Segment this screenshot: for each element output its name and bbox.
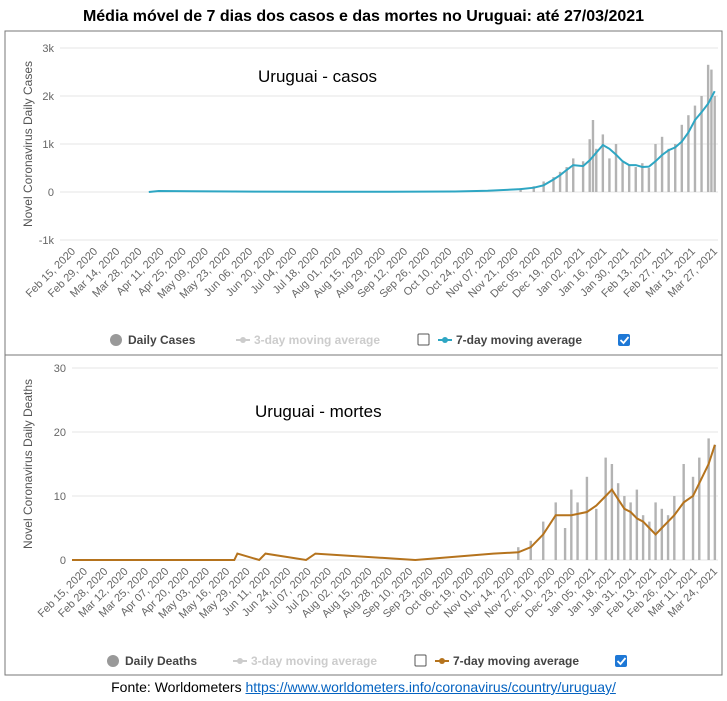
daily-bar xyxy=(682,464,685,560)
legend-daily-marker xyxy=(110,334,122,346)
daily-bar xyxy=(680,124,684,192)
moving-average-line xyxy=(72,444,716,562)
daily-bar xyxy=(576,502,579,560)
daily-bar xyxy=(647,168,651,192)
legend-ma7-label: 7-day moving average xyxy=(456,333,582,347)
daily-bar xyxy=(608,158,611,192)
daily-bar xyxy=(641,163,644,192)
legend-daily-marker xyxy=(107,655,119,667)
y-tick-label: 10 xyxy=(54,491,66,503)
legend-daily-label: Daily Cases xyxy=(128,333,196,347)
daily-bar xyxy=(517,547,520,560)
daily-bar xyxy=(693,105,697,192)
chart-annotation: Uruguai - mortes xyxy=(255,402,382,421)
check-icon xyxy=(616,657,627,666)
daily-bar xyxy=(674,144,677,192)
daily-bar xyxy=(707,438,710,560)
daily-bar xyxy=(641,515,645,560)
daily-bar xyxy=(552,177,555,192)
legend-ma7-marker xyxy=(439,658,445,664)
daily-bar xyxy=(654,144,657,192)
daily-bar xyxy=(660,136,664,192)
y-tick-label: 20 xyxy=(54,427,66,439)
legend-ma3-checkbox[interactable] xyxy=(414,654,427,667)
daily-bar xyxy=(713,96,716,192)
daily-bar xyxy=(635,489,639,560)
daily-bar xyxy=(529,540,532,560)
daily-bar xyxy=(700,96,703,192)
source-line: Fonte: Worldometers https://www.worldome… xyxy=(0,679,727,695)
source-label: Fonte: Worldometers xyxy=(111,679,242,695)
legend-ma3-label: 3-day moving average xyxy=(254,333,380,347)
y-tick-label: 3k xyxy=(42,43,54,55)
daily-bar xyxy=(601,134,605,192)
daily-bar xyxy=(554,502,557,560)
chart-annotation: Uruguai - casos xyxy=(258,67,377,86)
daily-bar xyxy=(614,144,618,192)
legend-ma3-label: 3-day moving average xyxy=(251,654,377,668)
legend-ma7-marker xyxy=(442,337,448,343)
check-icon xyxy=(619,336,630,345)
legend-ma7-checkbox[interactable] xyxy=(615,655,627,667)
daily-bar xyxy=(563,528,567,560)
daily-bar xyxy=(666,515,670,560)
daily-bar xyxy=(710,69,713,192)
daily-bar xyxy=(691,476,695,560)
daily-bar xyxy=(660,508,664,560)
daily-bar xyxy=(558,171,562,192)
y-tick-label: 2k xyxy=(42,91,54,103)
y-tick-label: 30 xyxy=(54,363,66,375)
y-axis-label: Novel Coronavirus Daily Cases xyxy=(21,61,35,227)
daily-bar xyxy=(588,139,591,192)
daily-bar xyxy=(629,502,632,560)
daily-bar xyxy=(623,496,626,560)
legend-ma7-checkbox[interactable] xyxy=(618,334,630,346)
figure-title: Média móvel de 7 dias dos casos e das mo… xyxy=(82,8,645,25)
legend-ma3-checkbox[interactable] xyxy=(417,333,430,346)
daily-bar xyxy=(654,502,657,560)
y-tick-label: 1k xyxy=(42,139,54,151)
daily-bar xyxy=(687,115,690,192)
daily-bar xyxy=(698,457,701,560)
daily-bar xyxy=(616,483,620,560)
daily-bar xyxy=(542,521,545,560)
y-axis-label: Novel Coronavirus Daily Deaths xyxy=(21,379,35,549)
daily-bar xyxy=(572,158,575,192)
daily-bar xyxy=(627,165,631,192)
daily-bar xyxy=(673,496,676,560)
daily-bar xyxy=(585,476,589,560)
daily-bar xyxy=(713,444,717,560)
y-tick-label: 0 xyxy=(48,187,54,199)
moving-average-line xyxy=(148,90,716,193)
daily-bar xyxy=(706,64,710,192)
y-tick-label: -1k xyxy=(39,235,55,247)
panel-border xyxy=(4,355,723,676)
daily-bar xyxy=(532,186,535,192)
daily-bar xyxy=(595,148,598,192)
legend-ma3-marker xyxy=(240,337,246,343)
y-tick-label: 0 xyxy=(60,555,66,567)
daily-bar xyxy=(667,148,670,192)
daily-bar xyxy=(604,457,607,560)
legend-ma7-label: 7-day moving average xyxy=(453,654,579,668)
daily-bar xyxy=(581,161,585,192)
daily-bar xyxy=(621,162,624,192)
daily-bar xyxy=(570,489,573,560)
daily-bar xyxy=(648,521,651,560)
daily-bar xyxy=(595,508,598,560)
daily-bar xyxy=(565,167,568,192)
daily-bar xyxy=(542,181,545,192)
legend-ma3-marker xyxy=(237,658,243,664)
source-link[interactable]: https://www.worldometers.info/coronaviru… xyxy=(245,679,616,695)
daily-bar xyxy=(634,167,637,192)
daily-bar xyxy=(610,464,614,560)
legend-daily-label: Daily Deaths xyxy=(125,654,197,668)
